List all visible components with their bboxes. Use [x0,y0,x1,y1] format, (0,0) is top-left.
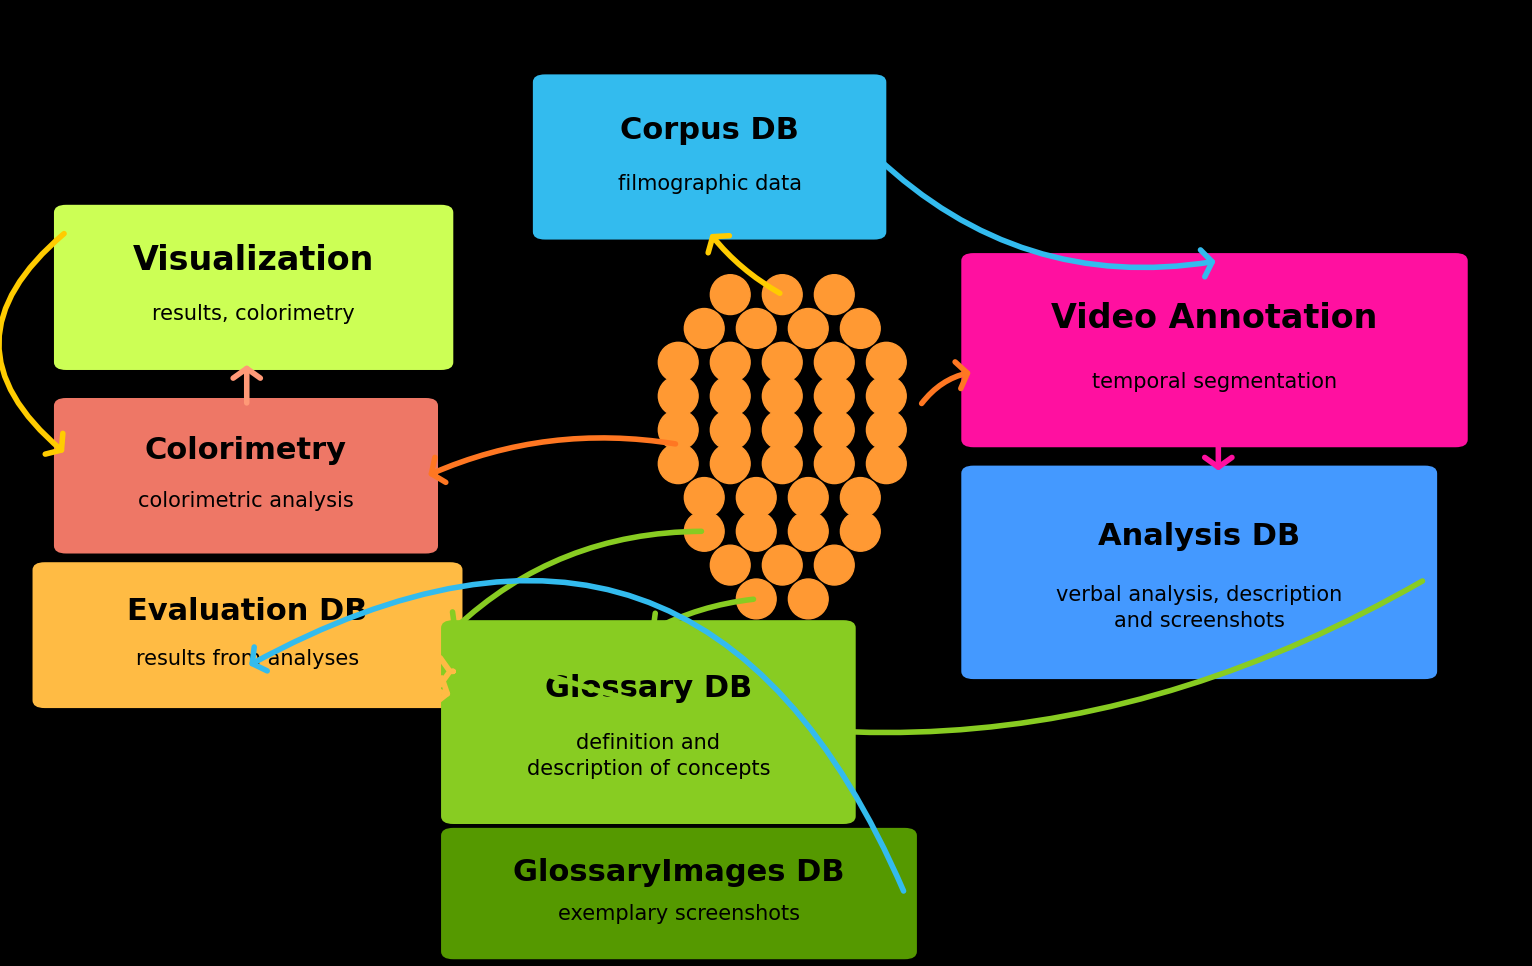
Ellipse shape [737,511,777,552]
Ellipse shape [711,443,751,484]
Text: Evaluation DB: Evaluation DB [127,597,368,626]
Text: Video Annotation: Video Annotation [1051,301,1377,334]
Ellipse shape [763,545,803,585]
Ellipse shape [763,274,803,315]
FancyBboxPatch shape [961,253,1468,447]
Ellipse shape [763,342,803,383]
Ellipse shape [685,477,725,518]
Ellipse shape [815,376,855,416]
Ellipse shape [789,477,829,518]
FancyBboxPatch shape [32,562,463,708]
Ellipse shape [789,579,829,619]
Ellipse shape [711,410,751,450]
Text: colorimetric analysis: colorimetric analysis [138,491,354,511]
Ellipse shape [867,410,907,450]
Ellipse shape [685,511,725,552]
Text: definition and
description of concepts: definition and description of concepts [527,733,771,780]
FancyBboxPatch shape [961,466,1437,679]
FancyBboxPatch shape [54,398,438,554]
Text: GlossaryImages DB: GlossaryImages DB [513,858,844,887]
Ellipse shape [711,545,751,585]
Ellipse shape [763,443,803,484]
Text: Corpus DB: Corpus DB [620,116,800,145]
Ellipse shape [841,511,881,552]
Text: results, colorimetry: results, colorimetry [152,304,355,325]
Ellipse shape [737,308,777,349]
FancyBboxPatch shape [54,205,453,370]
Ellipse shape [867,443,907,484]
FancyBboxPatch shape [441,620,856,824]
Ellipse shape [815,443,855,484]
Text: exemplary screenshots: exemplary screenshots [558,904,800,924]
Ellipse shape [815,342,855,383]
Ellipse shape [685,308,725,349]
FancyBboxPatch shape [441,828,918,959]
Ellipse shape [789,511,829,552]
Ellipse shape [815,545,855,585]
Ellipse shape [659,410,699,450]
Ellipse shape [711,274,751,315]
Ellipse shape [841,308,881,349]
Ellipse shape [711,376,751,416]
Text: verbal analysis, description
and screenshots: verbal analysis, description and screens… [1056,584,1342,631]
Ellipse shape [841,477,881,518]
Text: results from analyses: results from analyses [136,648,358,668]
Ellipse shape [659,342,699,383]
Text: temporal segmentation: temporal segmentation [1092,372,1337,392]
Ellipse shape [737,477,777,518]
Ellipse shape [659,443,699,484]
Text: Analysis DB: Analysis DB [1098,523,1301,552]
Ellipse shape [659,376,699,416]
Ellipse shape [711,342,751,383]
FancyBboxPatch shape [533,74,887,240]
Ellipse shape [867,342,907,383]
Ellipse shape [763,376,803,416]
Text: Visualization: Visualization [133,244,374,277]
Ellipse shape [789,308,829,349]
Ellipse shape [867,376,907,416]
Ellipse shape [737,579,777,619]
Text: filmographic data: filmographic data [617,174,801,194]
Ellipse shape [815,274,855,315]
Ellipse shape [763,410,803,450]
Text: Glossary DB: Glossary DB [545,673,752,702]
Ellipse shape [815,410,855,450]
Text: Colorimetry: Colorimetry [146,436,346,465]
